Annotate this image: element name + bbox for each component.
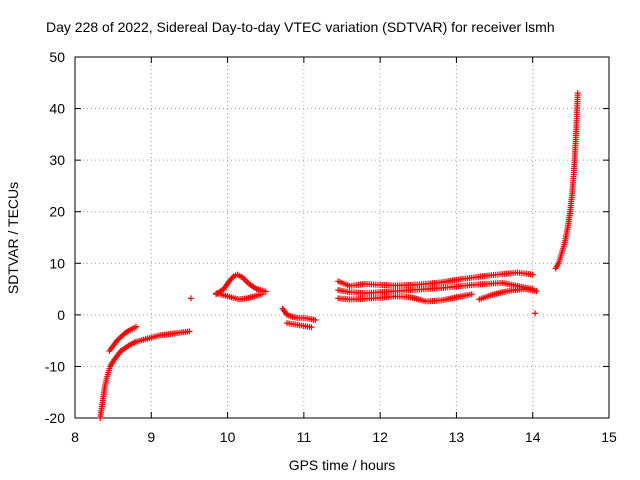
series-early-upper (106, 323, 140, 354)
series-outlier-a (187, 295, 194, 302)
y-tick-label: 10 (49, 255, 65, 271)
y-tick-label: 20 (49, 204, 65, 220)
data-point (574, 90, 581, 97)
data-point (532, 310, 539, 317)
data-point (468, 291, 475, 298)
series-late-rise (552, 90, 581, 272)
y-tick-label: 30 (49, 152, 65, 168)
plot-frame (74, 56, 610, 419)
data-point (533, 288, 540, 295)
x-tick-label: 13 (449, 429, 465, 445)
series-loop-10h-lower (213, 290, 265, 303)
series-outlier-b (532, 310, 539, 317)
series-cluster-11h-upper (279, 305, 319, 324)
x-tick-label: 8 (71, 429, 79, 445)
x-tick-label: 11 (297, 429, 312, 445)
x-tick-label: 14 (525, 429, 541, 445)
data-point (529, 271, 536, 278)
x-tick-label: 12 (372, 429, 388, 445)
data-point (186, 328, 193, 335)
y-axis-label: SDTVAR / TECUs (5, 182, 21, 294)
y-tick-label: 50 (49, 49, 65, 65)
y-tick-label: -10 (45, 358, 65, 374)
data-point (308, 324, 315, 331)
series-band-lower (335, 291, 475, 305)
data-point (229, 274, 236, 281)
data-point (187, 295, 194, 302)
x-tick-label: 15 (601, 429, 617, 445)
data-point (124, 328, 131, 335)
data-point (312, 317, 319, 324)
x-axis-label: GPS time / hours (289, 457, 396, 473)
series-band-tail (476, 286, 540, 303)
data-point (258, 291, 265, 298)
tick-layer: 8 9 10 11 12 13 14 15 -20 -10 0 10 20 30 40 50 (45, 49, 617, 445)
y-tick-label: -20 (45, 410, 65, 426)
series-early-lower (97, 328, 193, 421)
grid-layer (75, 57, 609, 418)
data-layer (97, 90, 581, 421)
y-tick-label: 40 (49, 101, 65, 117)
series-loop-10h-upper (213, 271, 269, 298)
chart-title: Day 228 of 2022, Sidereal Day-to-day VTE… (46, 19, 555, 35)
y-tick-label: 0 (57, 307, 65, 323)
x-tick-label: 9 (147, 429, 155, 445)
series-cluster-11h-lower (284, 320, 315, 331)
data-point (133, 323, 140, 330)
x-tick-label: 10 (220, 429, 236, 445)
data-point (262, 288, 269, 295)
series-band-middle (335, 279, 536, 297)
series-band-upper (335, 269, 536, 289)
